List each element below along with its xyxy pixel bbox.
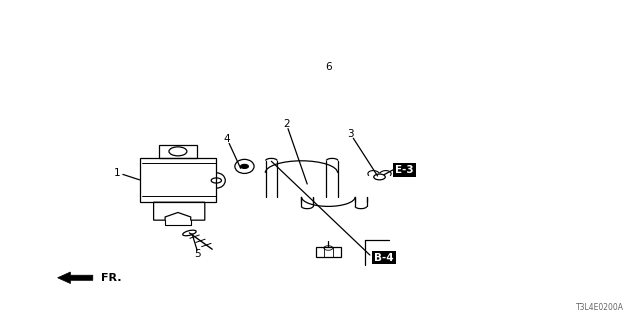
Text: 4: 4 [224,134,230,144]
Text: T3L4E0200A: T3L4E0200A [576,303,624,312]
Text: FR.: FR. [101,273,122,283]
Bar [159,145,197,158]
Bar [140,158,216,202]
Text: 2: 2 [283,119,289,129]
Text: 5: 5 [194,249,200,259]
Circle shape [241,164,248,168]
Ellipse shape [182,230,196,236]
Bar [316,247,341,257]
Text: 3: 3 [348,129,354,140]
Polygon shape [58,272,93,284]
Text: B-4: B-4 [374,252,394,263]
Text: 1: 1 [114,168,120,178]
Text: 6: 6 [325,62,332,72]
Text: E-3: E-3 [395,165,414,175]
